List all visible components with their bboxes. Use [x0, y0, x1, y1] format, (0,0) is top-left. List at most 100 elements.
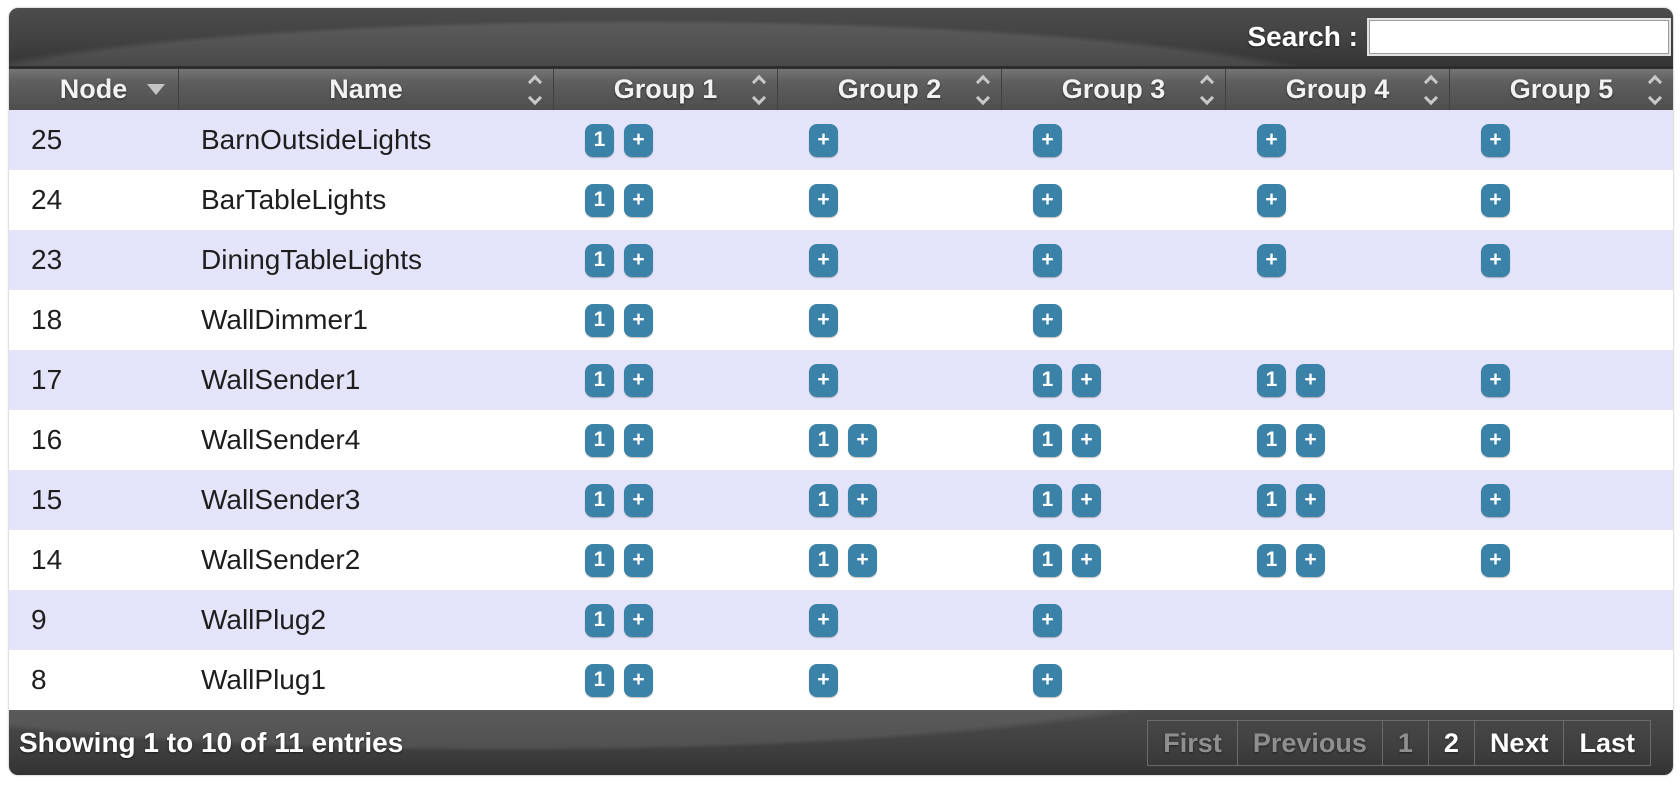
pagination-previous[interactable]: Previous	[1236, 719, 1383, 766]
column-header-label: Group 5	[1509, 74, 1614, 104]
add-to-group-button[interactable]: +	[624, 123, 653, 157]
group-level-button[interactable]: 1	[585, 243, 614, 277]
group-level-button[interactable]: 1	[585, 183, 614, 217]
add-to-group-button[interactable]: +	[1296, 483, 1325, 517]
add-to-group-button[interactable]: +	[1296, 363, 1325, 397]
add-to-group-button[interactable]: +	[1072, 363, 1101, 397]
add-to-group-button[interactable]: +	[1033, 243, 1062, 277]
add-to-group-button[interactable]: +	[809, 243, 838, 277]
node-name-cell: WallSender1	[201, 364, 361, 395]
add-to-group-button[interactable]: +	[624, 363, 653, 397]
add-to-group-button[interactable]: +	[1072, 483, 1101, 517]
sort-both-icon	[1199, 74, 1215, 105]
node-group-table: Search : Node Name Group 1 Group 2 Group…	[9, 8, 1673, 775]
add-to-group-button[interactable]: +	[809, 603, 838, 637]
group-level-button[interactable]: 1	[585, 663, 614, 697]
column-header-label: Name	[329, 74, 403, 104]
add-to-group-button[interactable]: +	[1033, 663, 1062, 697]
pagination-2[interactable]: 2	[1427, 719, 1475, 766]
add-to-group-button[interactable]: +	[809, 123, 838, 157]
add-to-group-button[interactable]: +	[1481, 363, 1510, 397]
add-to-group-button[interactable]: +	[624, 423, 653, 457]
group-1-cell: 1 +	[553, 410, 777, 470]
group-level-button[interactable]: 1	[585, 603, 614, 637]
node-id-cell: 23	[31, 244, 63, 275]
add-to-group-button[interactable]: +	[624, 243, 653, 277]
group-level-button[interactable]: 1	[585, 423, 614, 457]
group-level-button[interactable]: 1	[1257, 483, 1286, 517]
add-to-group-button[interactable]: +	[1033, 123, 1062, 157]
add-to-group-button[interactable]: +	[809, 183, 838, 217]
add-to-group-button[interactable]: +	[624, 663, 653, 697]
add-to-group-button[interactable]: +	[1257, 183, 1286, 217]
column-header-label: Group 3	[1061, 74, 1166, 104]
search-input[interactable]	[1367, 18, 1671, 56]
group-level-button[interactable]: 1	[1257, 423, 1286, 457]
add-to-group-button[interactable]: +	[809, 363, 838, 397]
group-3-cell: +	[1001, 590, 1225, 650]
group-level-button[interactable]: 1	[1033, 423, 1062, 457]
add-to-group-button[interactable]: +	[624, 603, 653, 637]
group-1-cell: 1 +	[553, 170, 777, 230]
group-level-button[interactable]: 1	[809, 423, 838, 457]
add-to-group-button[interactable]: +	[624, 483, 653, 517]
node-id-cell: 25	[31, 124, 63, 155]
group-level-button[interactable]: 1	[585, 303, 614, 337]
add-to-group-button[interactable]: +	[1033, 303, 1062, 337]
add-to-group-button[interactable]: +	[624, 183, 653, 217]
column-header-group-2[interactable]: Group 2	[777, 69, 1001, 110]
group-level-button[interactable]: 1	[1257, 363, 1286, 397]
group-level-button[interactable]: 1	[1257, 543, 1286, 577]
column-header-group-1[interactable]: Group 1	[553, 69, 777, 110]
add-to-group-button[interactable]: +	[1481, 423, 1510, 457]
group-4-cell: 1 +	[1225, 410, 1449, 470]
group-4-cell: +	[1225, 170, 1449, 230]
pagination-last[interactable]: Last	[1563, 719, 1651, 766]
add-to-group-button[interactable]: +	[1072, 423, 1101, 457]
add-to-group-button[interactable]: +	[1257, 123, 1286, 157]
add-to-group-button[interactable]: +	[809, 303, 838, 337]
column-header-group-4[interactable]: Group 4	[1225, 69, 1449, 110]
add-to-group-button[interactable]: +	[1481, 243, 1510, 277]
add-to-group-button[interactable]: +	[1033, 183, 1062, 217]
group-level-button[interactable]: 1	[1033, 483, 1062, 517]
add-to-group-button[interactable]: +	[1481, 123, 1510, 157]
group-level-button[interactable]: 1	[585, 363, 614, 397]
column-header-name[interactable]: Name	[178, 69, 553, 110]
add-to-group-button[interactable]: +	[1257, 243, 1286, 277]
add-to-group-button[interactable]: +	[1481, 483, 1510, 517]
pagination-next[interactable]: Next	[1473, 719, 1565, 766]
column-header-node[interactable]: Node	[9, 69, 178, 110]
add-to-group-button[interactable]: +	[1481, 543, 1510, 577]
add-to-group-button[interactable]: +	[1481, 183, 1510, 217]
add-to-group-button[interactable]: +	[1033, 603, 1062, 637]
group-level-button[interactable]: 1	[1033, 363, 1062, 397]
group-5-cell: +	[1449, 350, 1673, 410]
add-to-group-button[interactable]: +	[1072, 543, 1101, 577]
column-header-group-5[interactable]: Group 5	[1449, 69, 1673, 110]
group-level-button[interactable]: 1	[809, 483, 838, 517]
add-to-group-button[interactable]: +	[848, 423, 877, 457]
group-5-cell	[1449, 290, 1673, 350]
group-level-button[interactable]: 1	[809, 543, 838, 577]
group-4-cell: 1 +	[1225, 470, 1449, 530]
group-level-button[interactable]: 1	[585, 123, 614, 157]
group-level-button[interactable]: 1	[585, 483, 614, 517]
add-to-group-button[interactable]: +	[624, 543, 653, 577]
add-to-group-button[interactable]: +	[848, 543, 877, 577]
pagination-first[interactable]: First	[1147, 719, 1238, 766]
group-3-cell: 1 +	[1001, 350, 1225, 410]
add-to-group-button[interactable]: +	[1296, 543, 1325, 577]
node-id-cell: 24	[31, 184, 63, 215]
node-name-cell: BarTableLights	[201, 184, 387, 215]
node-name-cell: WallPlug2	[201, 604, 327, 635]
add-to-group-button[interactable]: +	[1296, 423, 1325, 457]
add-to-group-button[interactable]: +	[848, 483, 877, 517]
column-header-group-3[interactable]: Group 3	[1001, 69, 1225, 110]
add-to-group-button[interactable]: +	[624, 303, 653, 337]
group-level-button[interactable]: 1	[585, 543, 614, 577]
add-to-group-button[interactable]: +	[809, 663, 838, 697]
group-level-button[interactable]: 1	[1033, 543, 1062, 577]
pagination-1[interactable]: 1	[1381, 719, 1429, 766]
group-1-cell: 1 +	[553, 530, 777, 590]
